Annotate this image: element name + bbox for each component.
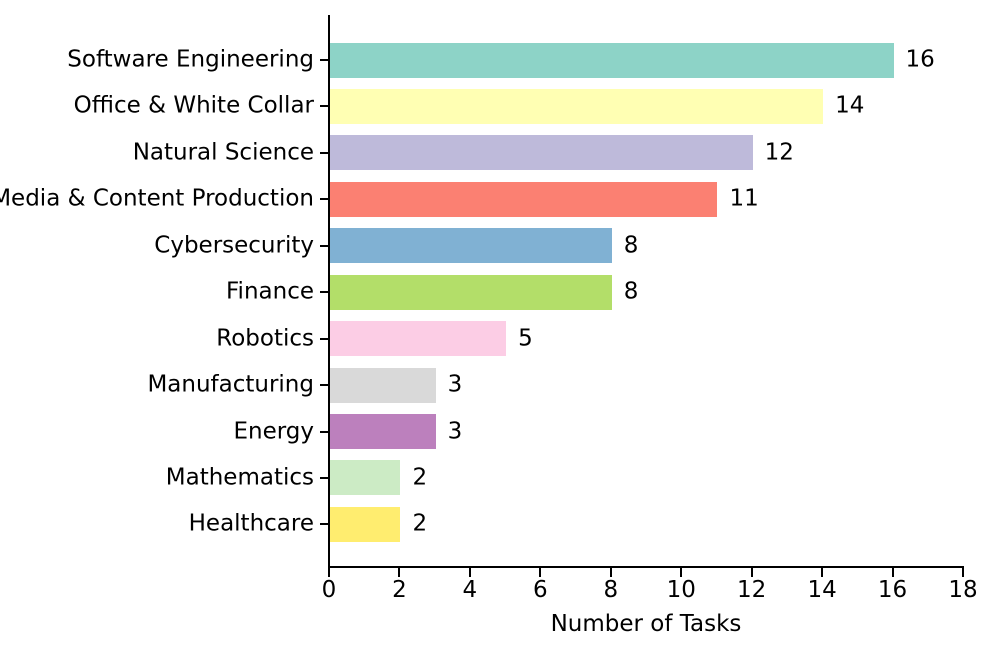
x-tick-label: 6 [533,577,548,603]
x-tick [750,568,753,577]
y-axis-spine [328,15,330,569]
category-label-software-engineering: Software Engineering [67,46,314,73]
x-tick [891,568,894,577]
bar-value-label: 5 [518,324,533,351]
bar-mathematics [330,460,401,496]
category-label-finance: Finance [226,278,314,305]
x-tick-label: 4 [462,577,478,603]
category-label-healthcare: Healthcare [188,510,314,537]
bar-manufacturing [330,367,436,403]
bar-value-label: 8 [623,232,639,259]
category-label-cybersecurity: Cybersecurity [154,232,314,259]
y-tick [320,198,329,201]
bar-cybersecurity [330,228,612,264]
bar-natural-science [330,135,753,171]
x-tick [821,568,824,577]
bar-software-engineering [330,42,894,78]
y-tick [320,244,329,247]
bar-energy [330,414,436,450]
x-tick [962,568,964,577]
bar-value-label: 14 [835,92,865,119]
x-tick [398,568,401,577]
x-tick-label: 0 [321,577,337,603]
x-axis-spine [328,566,964,568]
bar-value-label: 2 [412,464,428,491]
bar-robotics [330,321,507,357]
category-label-office-white-collar: Office & White Collar [73,92,314,119]
y-tick [320,105,329,108]
x-tick-label: 2 [392,577,407,603]
x-tick [328,568,330,577]
y-tick [320,476,329,479]
bar-value-label: 3 [447,417,463,444]
bar-value-label: 3 [447,371,463,398]
bar-value-label: 16 [905,46,935,73]
bar-healthcare [330,506,401,542]
y-tick [320,151,329,154]
bar-value-label: 8 [623,278,639,305]
x-tick-label: 12 [737,577,767,603]
x-tick-label: 16 [877,577,908,603]
x-tick-label: 14 [807,577,837,603]
y-tick [320,291,329,294]
x-tick-label: 10 [666,577,696,603]
y-tick [320,523,329,526]
category-label-natural-science: Natural Science [132,139,314,166]
bar-value-label: 11 [729,185,759,212]
y-tick [320,59,329,61]
x-tick [539,568,542,577]
y-tick [320,430,329,433]
x-tick [680,568,683,577]
y-tick [320,384,329,387]
bar-value-label: 2 [412,510,428,537]
category-label-mathematics: Mathematics [165,464,314,491]
x-axis-label: Number of Tasks [550,611,742,637]
bar-finance [330,274,612,310]
category-label-media-content-production: Media & Content Production [0,185,314,212]
bar-media-content-production [330,181,718,217]
category-label-energy: Energy [233,417,314,444]
x-tick-label: 18 [948,577,978,603]
x-tick [609,568,612,577]
x-tick-label: 8 [603,577,619,603]
x-tick [468,568,471,577]
category-label-robotics: Robotics [216,324,314,351]
y-tick [320,337,329,340]
category-label-manufacturing: Manufacturing [147,371,314,398]
bar-office-white-collar [330,88,824,124]
bar-value-label: 12 [764,139,794,166]
